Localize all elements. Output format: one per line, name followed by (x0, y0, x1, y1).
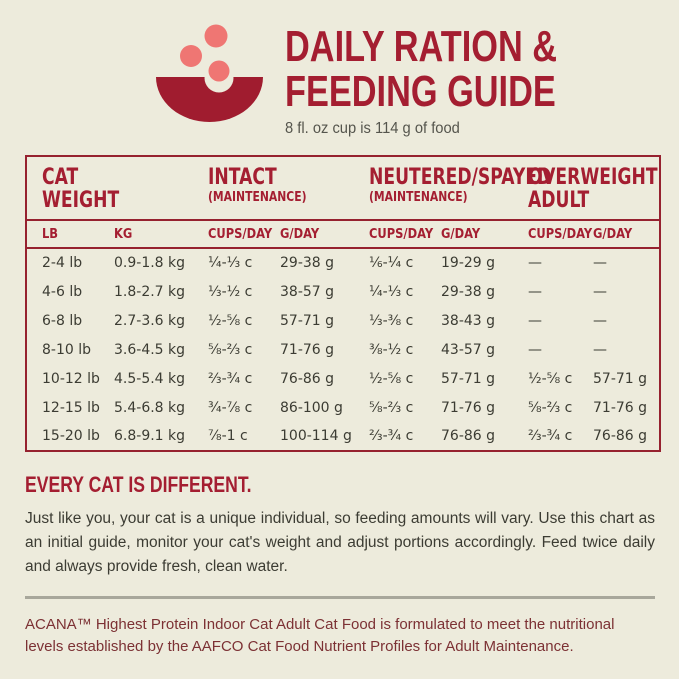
table-cell: ⅞-1 c (208, 428, 248, 444)
table-cell: ⅓-⅜ c (369, 312, 414, 329)
table-cell: 38-57 g (280, 283, 335, 300)
bowl-with-kibble-icon (156, 24, 263, 123)
table-cell: — (593, 255, 608, 271)
table-cell: ¾-⅞ c (208, 399, 253, 416)
header-cat-weight-line2: WEIGHT (42, 188, 120, 213)
header-neutered-spayed: NEUTERED/SPAYED (MAINTENANCE) (359, 156, 552, 221)
table-cell: 86-100 g (280, 399, 343, 416)
col-label-g-neutered: G/DAY (441, 226, 481, 242)
table-cell: ⅔-¾ c (528, 428, 573, 444)
header-intact-sub: (MAINTENANCE) (208, 189, 307, 205)
header-overweight-adult: OVERWEIGHT ADULT (518, 156, 661, 221)
table-cell: ¼-⅓ c (208, 255, 253, 271)
header-cat-weight-line1: CAT (42, 165, 79, 190)
table-cell: 57-71 g (593, 370, 648, 387)
header-intact: INTACT (MAINTENANCE) (198, 156, 359, 221)
header: DAILY RATION & FEEDING GUIDE 8 fl. oz cu… (0, 0, 679, 155)
col-label-cups-intact: CUPS/DAY (208, 226, 273, 242)
table-cell: 6-8 lb (42, 312, 83, 329)
table-row: 8-10 lb 3.6-4.5 kg ⅝-⅔ c 71-76 g ⅜-½ c 4… (26, 335, 660, 364)
table-cell: 10-12 lb (42, 370, 100, 387)
table-cell: 71-76 g (441, 399, 496, 416)
table-cell: 8-10 lb (42, 341, 91, 358)
table-cell: — (528, 312, 543, 329)
table-row: 2-4 lb 0.9-1.8 kg ¼-⅓ c 29-38 g ⅙-¼ c 19… (26, 248, 660, 277)
aafco-statement: ACANA™ Highest Protein Indoor Cat Adult … (25, 616, 615, 655)
every-cat-heading: EVERY CAT IS DIFFERENT. (25, 472, 252, 497)
table-cell: — (528, 283, 543, 300)
table-cell: 2-4 lb (42, 255, 83, 271)
table-cell: 3.6-4.5 kg (114, 341, 186, 358)
table-header-row: CAT WEIGHT INTACT (MAINTENANCE) NEUTERED… (26, 156, 661, 221)
table-cell: 57-71 g (441, 370, 496, 387)
table-cell: 12-15 lb (42, 399, 100, 416)
col-label-cups-overweight: CUPS/DAY (528, 226, 593, 242)
feeding-advice-paragraph: Just like you, your cat is a unique indi… (25, 510, 655, 575)
table-cell: 43-57 g (441, 341, 496, 358)
title-block: DAILY RATION & FEEDING GUIDE 8 fl. oz cu… (285, 24, 634, 138)
header-neutered-title: NEUTERED/SPAYED (369, 165, 552, 190)
table-cell: 0.9-1.8 kg (114, 255, 186, 271)
table-cell: ⅝-⅔ c (208, 341, 253, 358)
table-cell: 29-38 g (280, 255, 335, 271)
table-cell: 71-76 g (593, 399, 648, 416)
col-label-cups-neutered: CUPS/DAY (369, 226, 434, 242)
table-cell: ½-⅝ c (369, 370, 414, 387)
table-subheader-row: LB KG CUPS/DAY G/DAY CUPS/DAY G/DAY CUPS… (26, 220, 661, 249)
table-cell: — (528, 255, 543, 271)
table-row: 6-8 lb 2.7-3.6 kg ½-⅝ c 57-71 g ⅓-⅜ c 38… (26, 306, 660, 335)
table-cell: 29-38 g (441, 283, 496, 300)
table-cell: ½-⅝ c (528, 370, 573, 387)
col-label-g-overweight: G/DAY (593, 226, 633, 242)
header-overweight-line2: ADULT (528, 188, 590, 213)
table-cell: 6.8-9.1 kg (114, 428, 186, 444)
table-cell: 76-86 g (593, 428, 648, 444)
table-cell: 4-6 lb (42, 283, 83, 300)
page-title-line2: FEEDING GUIDE (285, 67, 556, 116)
table-cell: 5.4-6.8 kg (114, 399, 186, 416)
table-cell: 38-43 g (441, 312, 496, 329)
table-row: 10-12 lb 4.5-5.4 kg ⅔-¾ c 76-86 g ½-⅝ c … (26, 364, 660, 393)
table-cell: 1.8-2.7 kg (114, 283, 186, 300)
table-cell: 76-86 g (280, 370, 335, 387)
table-cell: 19-29 g (441, 255, 496, 271)
header-overweight-line1: OVERWEIGHT (528, 165, 658, 190)
table-cell: ⅔-¾ c (208, 370, 253, 387)
table-cell: ⅔-¾ c (369, 428, 414, 444)
col-label-kg: KG (114, 226, 133, 242)
table-cell: ¼-⅓ c (369, 283, 414, 300)
table-cell: 76-86 g (441, 428, 496, 444)
footer: EVERY CAT IS DIFFERENT. Just like you, y… (25, 472, 655, 658)
table-cell: — (528, 341, 543, 358)
table-row: 12-15 lb 5.4-6.8 kg ¾-⅞ c 86-100 g ⅝-⅔ c… (26, 393, 660, 422)
table-cell: — (593, 341, 608, 358)
table-cell: 71-76 g (280, 341, 335, 358)
header-intact-title: INTACT (208, 165, 277, 190)
page-title-line1: DAILY RATION & (285, 22, 558, 71)
table-cell: 4.5-5.4 kg (114, 370, 186, 387)
col-label-g-intact: G/DAY (280, 226, 320, 242)
header-cat-weight: CAT WEIGHT (26, 156, 198, 221)
table-cell: 57-71 g (280, 312, 335, 329)
table-cell: ⅜-½ c (369, 341, 414, 358)
table-cell: ⅙-¼ c (369, 255, 414, 271)
table-cell: ½-⅝ c (208, 312, 253, 329)
table-row: 15-20 lb 6.8-9.1 kg ⅞-1 c 100-114 g ⅔-¾ … (26, 422, 660, 451)
table-cell: — (593, 283, 608, 300)
table-cell: 100-114 g (280, 428, 352, 444)
feeding-guide-table: CAT WEIGHT INTACT (MAINTENANCE) NEUTERED… (25, 155, 662, 452)
table-row: 4-6 lb 1.8-2.7 kg ⅓-½ c 38-57 g ¼-⅓ c 29… (26, 277, 660, 306)
table-cell: ⅓-½ c (208, 283, 253, 300)
table-cell: — (593, 312, 608, 329)
header-neutered-sub: (MAINTENANCE) (369, 189, 468, 205)
col-label-lb: LB (42, 226, 59, 242)
table-cell: 15-20 lb (42, 428, 100, 444)
cup-conversion-subtitle: 8 fl. oz cup is 114 g of food (285, 120, 460, 137)
table-cell: 2.7-3.6 kg (114, 312, 186, 329)
table-cell: ⅝-⅔ c (528, 399, 573, 416)
table-cell: ⅝-⅔ c (369, 399, 414, 416)
divider-line (25, 596, 655, 599)
